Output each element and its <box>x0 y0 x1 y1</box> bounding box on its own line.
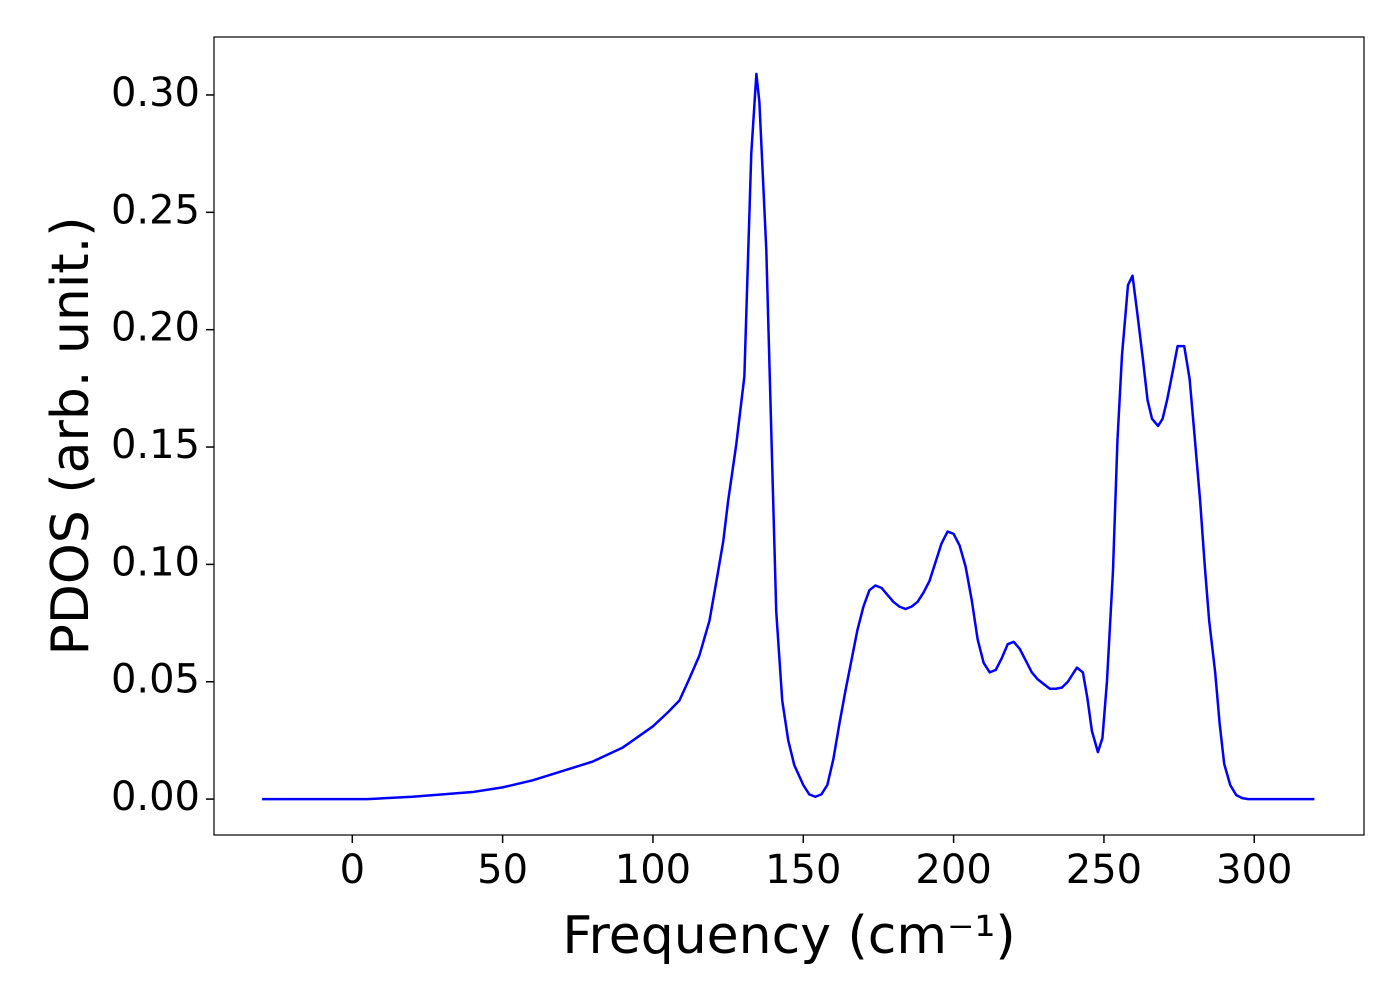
x-tick-label: 0 <box>340 847 365 893</box>
x-tick-label: 100 <box>615 847 691 893</box>
y-tick-label: 0.30 <box>111 70 200 116</box>
x-tick-label: 200 <box>915 847 991 893</box>
y-axis-label: PDOS (arb. unit.) <box>41 216 101 655</box>
plot-frame <box>213 36 1365 836</box>
y-tick-label: 0.05 <box>111 657 200 703</box>
y-tick-label: 0.25 <box>111 187 200 233</box>
data-line <box>262 72 1315 801</box>
x-tick-label: 150 <box>765 847 841 893</box>
y-tick-label: 0.15 <box>111 422 200 468</box>
x-tick-label: 300 <box>1216 847 1292 893</box>
y-tick-label: 0.10 <box>111 539 200 585</box>
y-tick-label: 0.20 <box>111 305 200 351</box>
x-tick-label: 250 <box>1066 847 1142 893</box>
y-tick-label: 0.00 <box>111 774 200 820</box>
x-axis-label: Frequency (cm⁻¹) <box>562 906 1015 966</box>
x-tick-label: 50 <box>477 847 528 893</box>
